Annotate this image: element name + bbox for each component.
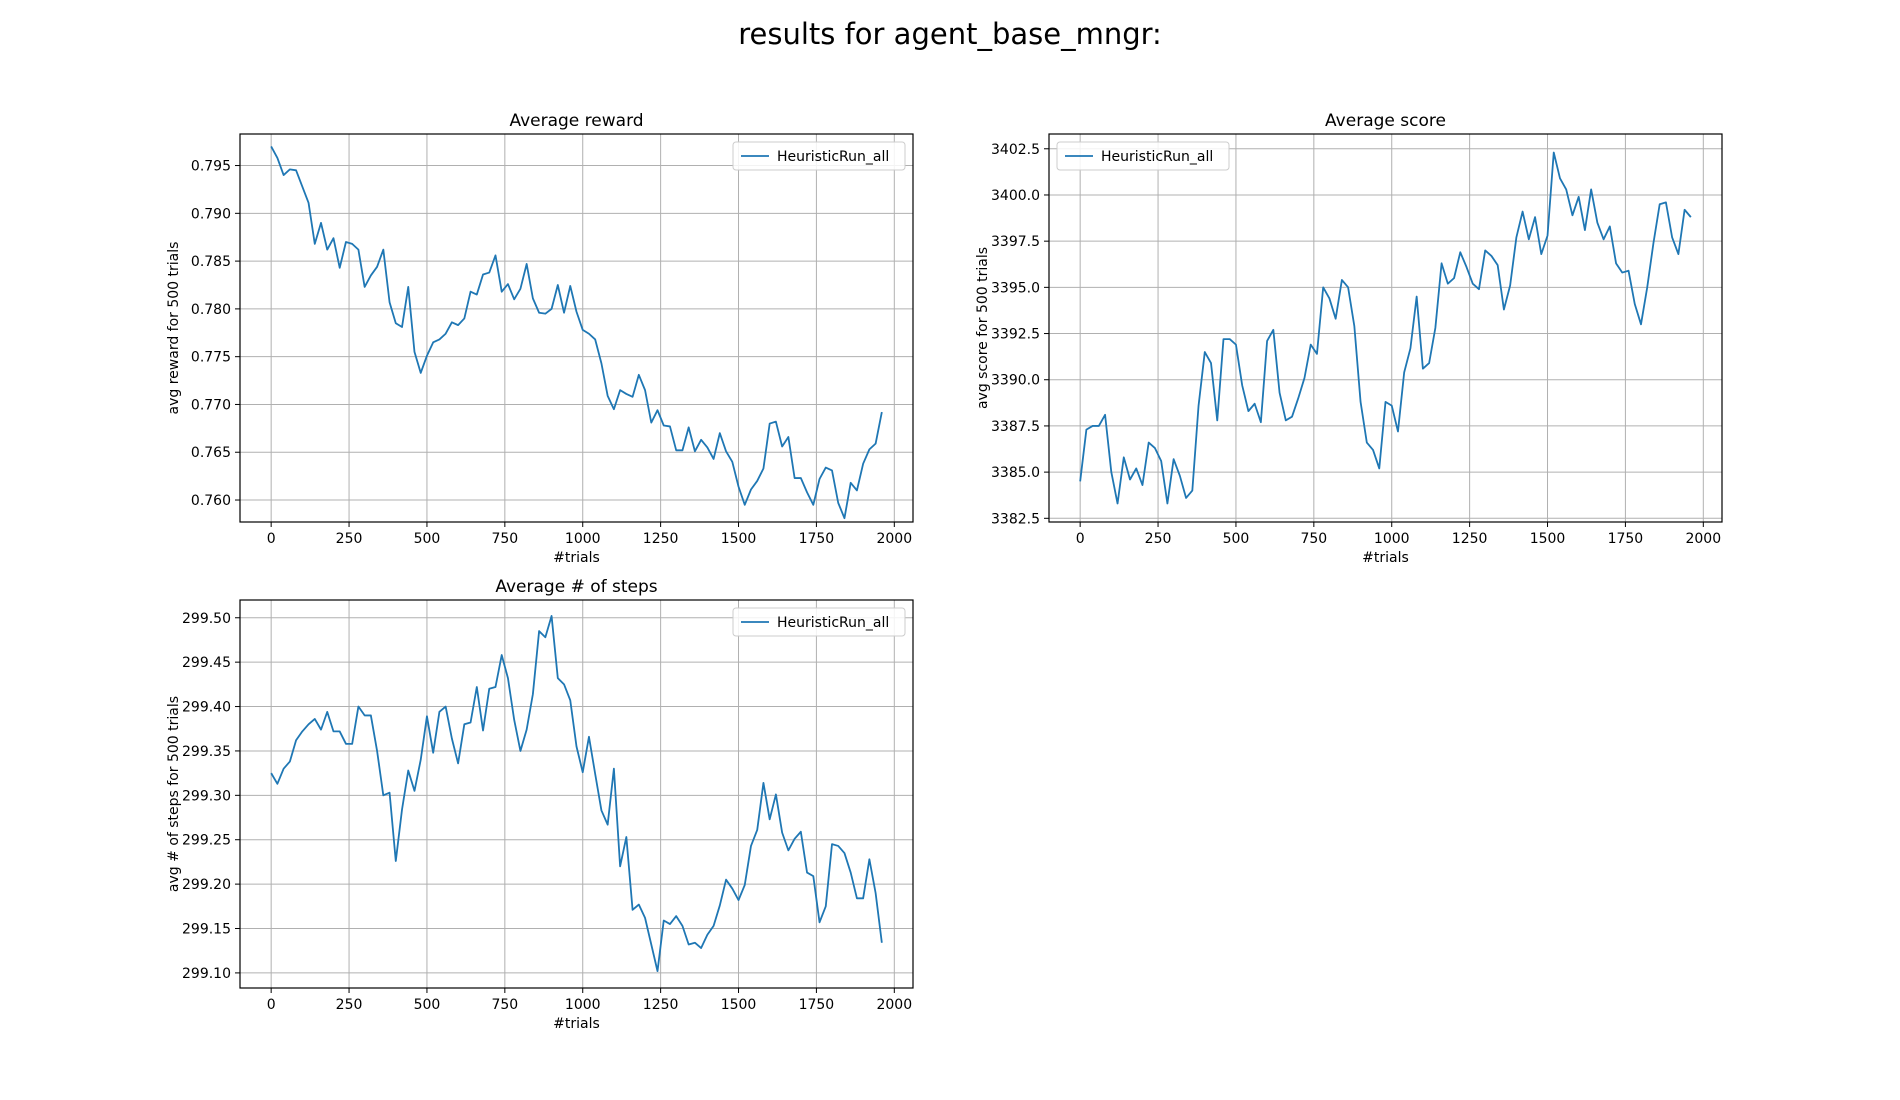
chart-average-score: 0 250 500 750 1000 1250 1500 1750 2000 3382.5 3385… xyxy=(975,111,1723,566)
steps-xtick-label-6: 1500 xyxy=(721,997,757,1013)
figure-title: results for agent_base_mngr: xyxy=(738,17,1162,51)
score-ytick-label-0: 3382.5 xyxy=(991,511,1040,527)
reward-ytick-label-5: 0.785 xyxy=(191,254,231,270)
steps-legend-label-0: HeuristicRun_all xyxy=(777,615,889,631)
steps-ytick-label-7: 299.45 xyxy=(182,655,231,671)
reward-xtick-label-6: 1500 xyxy=(721,531,757,547)
steps-xtick-label-5: 1250 xyxy=(643,997,679,1013)
score-legend-box xyxy=(1056,141,1230,171)
steps-x-axis-label: #trials xyxy=(553,1016,600,1032)
steps-ytick-label-2: 299.20 xyxy=(182,877,231,893)
score-ytick-label-6: 3397.5 xyxy=(991,234,1040,250)
steps-xtick-label-3: 750 xyxy=(491,997,518,1013)
steps-xtick-label-2: 500 xyxy=(414,997,441,1013)
score-xtick-label-2: 500 xyxy=(1223,531,1250,547)
reward-legend-label-0: HeuristicRun_all xyxy=(777,149,889,165)
score-xtick-label-6: 1500 xyxy=(1530,531,1566,547)
score-xtick-label-3: 750 xyxy=(1300,531,1327,547)
steps-legend: HeuristicRun_all xyxy=(732,607,906,637)
reward-xtick-label-2: 500 xyxy=(414,531,441,547)
steps-legend-box xyxy=(732,607,906,637)
reward-series-line-0 xyxy=(270,145,883,520)
steps-xtick-label-0: 0 xyxy=(267,997,276,1013)
steps-xtick-label-4: 1000 xyxy=(565,997,601,1013)
steps-chart-title: Average # of steps xyxy=(495,577,657,597)
reward-ytick-label-1: 0.765 xyxy=(191,445,231,461)
reward-ytick-label-4: 0.780 xyxy=(191,302,231,318)
reward-xtick-label-8: 2000 xyxy=(876,531,912,547)
steps-ytick-label-0: 299.10 xyxy=(182,966,231,982)
score-chart-title: Average score xyxy=(1325,111,1446,131)
score-x-axis-label: #trials xyxy=(1362,550,1409,566)
steps-ytick-label-5: 299.35 xyxy=(182,744,231,760)
score-xtick-label-1: 250 xyxy=(1145,531,1172,547)
score-xtick-label-5: 1250 xyxy=(1452,531,1488,547)
reward-xtick-label-4: 1000 xyxy=(565,531,601,547)
steps-xtick-label-1: 250 xyxy=(336,997,363,1013)
reward-y-axis-label: avg reward for 500 trials xyxy=(166,242,182,415)
reward-ytick-label-7: 0.795 xyxy=(191,159,231,175)
score-xtick-label-8: 2000 xyxy=(1685,531,1721,547)
steps-ytick-label-4: 299.30 xyxy=(182,788,231,804)
score-xtick-label-0: 0 xyxy=(1076,531,1085,547)
steps-ytick-label-3: 299.25 xyxy=(182,833,231,849)
reward-legend: HeuristicRun_all xyxy=(732,141,906,171)
steps-ytick-label-8: 299.50 xyxy=(182,611,231,627)
score-ytick-label-3: 3390.0 xyxy=(991,373,1040,389)
score-series-line-0 xyxy=(1079,151,1692,505)
chart-average-steps: 0 250 500 750 1000 1250 1500 1750 2000 299.10 299.… xyxy=(166,577,914,1032)
steps-y-axis-label: avg # of steps for 500 trials xyxy=(166,696,182,892)
steps-xtick-label-8: 2000 xyxy=(876,997,912,1013)
score-xtick-label-4: 1000 xyxy=(1374,531,1410,547)
steps-ytick-label-6: 299.40 xyxy=(182,700,231,716)
score-ytick-label-7: 3400.0 xyxy=(991,188,1040,204)
score-ytick-label-4: 3392.5 xyxy=(991,327,1040,343)
reward-ytick-label-3: 0.775 xyxy=(191,350,231,366)
reward-ytick-label-0: 0.760 xyxy=(191,493,231,509)
score-ytick-label-8: 3402.5 xyxy=(991,142,1040,158)
reward-xtick-label-5: 1250 xyxy=(643,531,679,547)
steps-series-line-0 xyxy=(270,615,883,973)
score-ytick-label-5: 3395.0 xyxy=(991,280,1040,296)
reward-xtick-label-3: 750 xyxy=(491,531,518,547)
score-axes-frame xyxy=(1048,133,1723,523)
reward-xtick-label-7: 1750 xyxy=(799,531,835,547)
reward-ytick-label-6: 0.790 xyxy=(191,206,231,222)
reward-xtick-label-0: 0 xyxy=(267,531,276,547)
reward-x-axis-label: #trials xyxy=(553,550,600,566)
score-xtick-label-7: 1750 xyxy=(1608,531,1644,547)
steps-axes-frame xyxy=(239,599,914,989)
score-legend: HeuristicRun_all xyxy=(1056,141,1230,171)
reward-legend-box xyxy=(732,141,906,171)
steps-xtick-label-7: 1750 xyxy=(799,997,835,1013)
score-legend-label-0: HeuristicRun_all xyxy=(1101,149,1213,165)
score-ytick-label-2: 3387.5 xyxy=(991,419,1040,435)
score-ytick-label-1: 3385.0 xyxy=(991,465,1040,481)
score-y-axis-label: avg score for 500 trials xyxy=(975,247,991,409)
reward-ytick-label-2: 0.770 xyxy=(191,397,231,413)
reward-chart-title: Average reward xyxy=(509,111,643,131)
reward-axes-frame xyxy=(239,133,914,523)
chart-average-reward: 0 250 500 750 1000 1250 1500 1750 2000 0.760 0.765… xyxy=(166,111,914,566)
reward-xtick-label-1: 250 xyxy=(336,531,363,547)
steps-ytick-label-1: 299.15 xyxy=(182,922,231,938)
